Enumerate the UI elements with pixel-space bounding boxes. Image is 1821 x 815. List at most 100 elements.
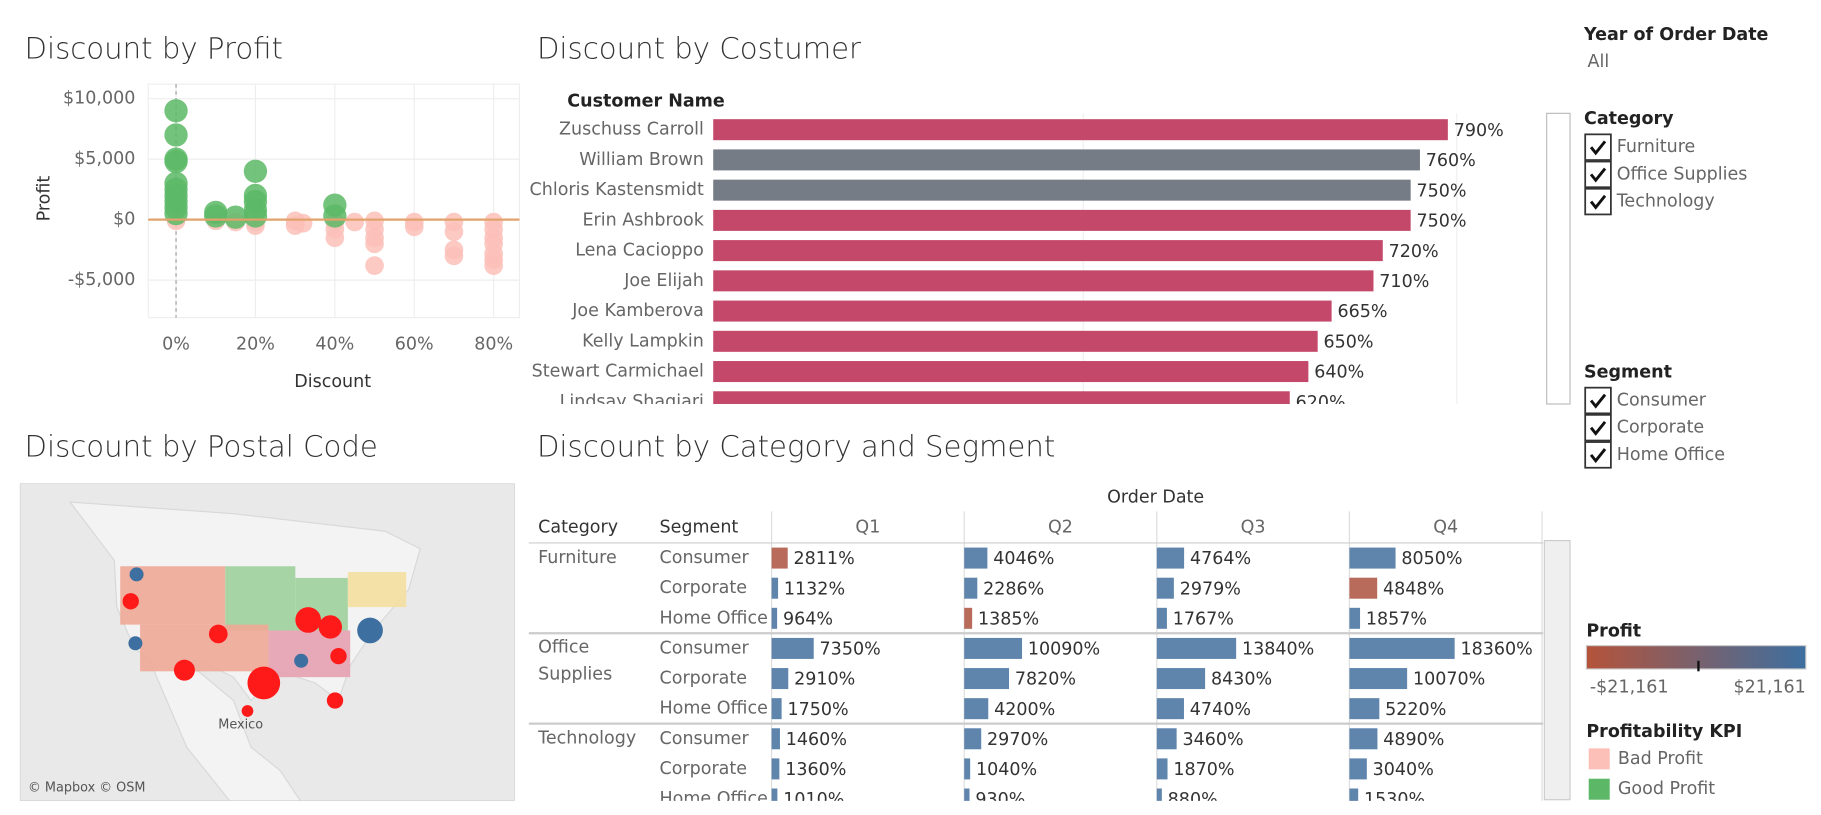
bar (1156, 668, 1206, 690)
value-label: 1750% (787, 700, 848, 720)
value-label: 1132% (784, 579, 845, 599)
value-label: 1530% (1364, 790, 1425, 810)
value-label: 2286% (983, 579, 1044, 599)
bar (1349, 668, 1408, 690)
value-label: 10070% (1413, 670, 1485, 690)
scrollbar[interactable] (1546, 112, 1571, 405)
value-label: 8050% (1401, 549, 1462, 569)
filter-value[interactable]: All (1588, 52, 1610, 72)
column-label: Q4 (1433, 518, 1458, 538)
region (347, 572, 407, 608)
filter-title: Year of Order Date (1583, 25, 1769, 45)
bar (771, 637, 814, 659)
map-dot (247, 666, 281, 700)
segment-label: Corporate (660, 669, 747, 689)
checkbox-label[interactable]: Furniture (1617, 137, 1696, 157)
value-label: 1857% (1366, 609, 1427, 629)
row-header: Segment (660, 518, 739, 538)
value-label: 790% (1454, 121, 1504, 141)
bar (771, 788, 778, 801)
checkbox-label[interactable]: Office Supplies (1617, 164, 1748, 184)
checkbox[interactable] (1584, 133, 1612, 161)
category-cell: Technology (538, 727, 636, 748)
value-label: 4848% (1383, 579, 1444, 599)
land (150, 664, 302, 801)
bar (964, 637, 1023, 659)
checkbox-label[interactable]: Technology (1616, 192, 1715, 212)
x-tick-label: 20% (236, 334, 275, 354)
y-tick-label: $5,000 (74, 149, 135, 169)
category-label: Joe Elijah (623, 271, 704, 291)
checkbox[interactable] (1584, 413, 1612, 442)
point (243, 204, 268, 228)
map (19, 483, 515, 801)
column-label: Q1 (855, 518, 880, 538)
column-label: Q3 (1241, 518, 1266, 538)
legend-min: -$21,161 (1590, 678, 1669, 698)
category-label: Lindsay Shagiari (560, 392, 704, 412)
point (204, 204, 228, 228)
bar (964, 668, 1010, 690)
bar (1349, 577, 1378, 599)
value-label: 4046% (993, 549, 1054, 569)
checkbox[interactable] (1584, 386, 1612, 415)
checkbox-label[interactable]: Corporate (1617, 418, 1704, 438)
checkbox-label[interactable]: Home Office (1617, 445, 1725, 465)
category-label: Lena Cacioppo (575, 241, 704, 261)
map-dot (241, 705, 254, 717)
legend-label: Bad Profit (1618, 749, 1703, 769)
value-label: 2910% (794, 670, 855, 690)
legend-title: Profit (1586, 622, 1641, 642)
value-label: 665% (1337, 302, 1387, 322)
bar (964, 698, 989, 720)
value-label: 1767% (1173, 609, 1234, 629)
scrollbar[interactable] (1543, 539, 1571, 801)
value-label: 750% (1416, 212, 1466, 232)
value-label: 620% (1296, 393, 1346, 413)
point (444, 222, 464, 242)
value-label: 8430% (1211, 670, 1272, 690)
value-label: 1010% (783, 790, 844, 810)
map-attribution: © Mapbox © OSM (28, 781, 145, 796)
point (323, 204, 347, 228)
bar (964, 607, 973, 629)
value-label: 4200% (994, 700, 1055, 720)
segment-label: Consumer (660, 729, 750, 749)
checkbox-label[interactable]: Consumer (1617, 390, 1707, 410)
bar (713, 240, 1383, 262)
checkbox[interactable] (1584, 160, 1612, 189)
filter-title: Segment (1584, 362, 1672, 382)
value-label: 1040% (976, 760, 1037, 780)
bar (713, 270, 1374, 292)
value-label: 720% (1389, 242, 1439, 262)
map-dot (173, 659, 195, 681)
value-label: 760% (1426, 151, 1476, 171)
bar (713, 179, 1411, 201)
map-dot (128, 636, 143, 651)
checkmark (1589, 448, 1607, 464)
x-axis-label: Discount (294, 372, 371, 392)
checkmark (1589, 140, 1607, 156)
value-label: 2811% (794, 549, 855, 569)
checkbox[interactable] (1584, 187, 1612, 216)
point (444, 246, 464, 266)
map-dot (357, 617, 383, 644)
checkmark (1589, 194, 1607, 210)
value-label: 1360% (785, 760, 846, 780)
point (404, 217, 424, 237)
checkbox[interactable] (1584, 441, 1612, 469)
category-label: Kelly Lampkin (582, 331, 704, 351)
bar (1349, 758, 1367, 780)
value-label: 18360% (1460, 640, 1532, 660)
checkmark (1589, 393, 1607, 409)
bar (1349, 547, 1396, 569)
point (365, 234, 384, 254)
point (164, 99, 188, 123)
category-cell: Office Supplies (538, 637, 612, 685)
segment-label: Corporate (660, 759, 747, 779)
map-dot (122, 593, 139, 610)
value-label: 750% (1416, 181, 1466, 201)
point (293, 213, 313, 233)
bar (713, 391, 1290, 404)
y-axis-label: Profit (34, 176, 54, 222)
